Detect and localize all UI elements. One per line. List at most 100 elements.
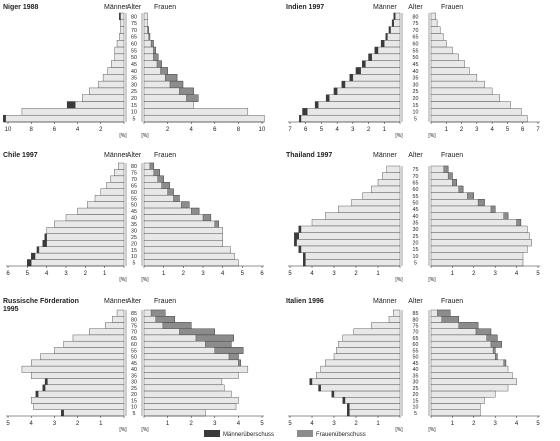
age-label: 65: [131, 336, 137, 342]
x-tick-label-left: 2: [99, 127, 103, 133]
bar-maenner-5: [303, 259, 401, 267]
x-tick-label-right: 1: [451, 421, 455, 427]
bar-maenner-80: [117, 162, 125, 170]
age-label: 70: [413, 174, 419, 180]
bar-maenner-65: [72, 334, 125, 342]
bar-maenner-65: [377, 179, 401, 187]
age-label: 50: [131, 355, 137, 361]
bar-frauen-30: [430, 225, 528, 233]
bar-maenner-15: [298, 245, 401, 253]
male-surplus-30: [44, 378, 48, 386]
age-label: 25: [413, 234, 419, 240]
age-label: 75: [413, 323, 419, 329]
age-label: 75: [413, 167, 419, 173]
x-tick-label-left: 5: [26, 271, 30, 277]
male-surplus-20: [331, 390, 335, 398]
age-label: 55: [131, 48, 137, 54]
age-label: 65: [413, 35, 419, 41]
unit-label-left: [%]: [119, 427, 127, 433]
male-surplus-20: [42, 240, 47, 247]
bar-frauen-50: [430, 53, 459, 61]
bar-frauen-15: [430, 245, 528, 253]
male-surplus-25: [42, 384, 46, 392]
age-label: 20: [413, 241, 419, 247]
x-tick-label-left: 3: [332, 421, 336, 427]
male-surplus-75: [391, 19, 394, 27]
bar-maenner-45: [31, 359, 125, 367]
bar-maenner-20: [35, 390, 125, 398]
female-surplus-65: [161, 182, 170, 189]
bar-maenner-30: [298, 225, 401, 233]
bar-frauen-20: [143, 240, 223, 247]
x-tick-label-left: 2: [84, 271, 88, 277]
male-surplus-30: [309, 378, 313, 386]
female-surplus-35: [214, 220, 219, 228]
bar-maenner-25: [44, 233, 125, 241]
age-label: 45: [413, 207, 419, 213]
x-tick-label-right: 5: [536, 421, 540, 427]
bar-maenner-15: [342, 397, 401, 404]
x-tick-label-left: 1: [376, 421, 380, 427]
age-label: 15: [131, 103, 137, 109]
x-tick-label-right: 4: [221, 271, 225, 277]
male-surplus-20: [325, 94, 330, 102]
female-surplus-35: [165, 74, 178, 82]
bar-frauen-10: [430, 108, 522, 116]
bar-frauen-15: [143, 397, 239, 404]
unit-label-left: [%]: [395, 277, 403, 283]
bar-frauen-35: [143, 372, 239, 379]
age-label: 35: [413, 373, 419, 379]
age-label: 30: [413, 227, 419, 233]
bar-maenner-35: [316, 372, 401, 379]
age-label: 45: [131, 62, 137, 68]
bar-maenner-55: [54, 347, 125, 354]
bar-maenner-85: [116, 309, 125, 317]
x-tick-label-right: 5: [241, 271, 245, 277]
x-tick-label-right: 5: [260, 421, 264, 427]
x-tick-label-left: 3: [332, 271, 336, 277]
panel-title: Russische Förderation: [3, 298, 79, 305]
age-label: 60: [131, 190, 137, 196]
male-surplus-60: [380, 40, 385, 48]
bar-maenner-25: [42, 384, 125, 392]
x-tick-label-right: 1: [162, 271, 166, 277]
bar-maenner-10: [33, 403, 125, 410]
bar-maenner-5: [3, 114, 125, 123]
age-label: 15: [413, 398, 419, 404]
x-tick-label-right: 5: [536, 271, 540, 277]
bar-maenner-30: [44, 378, 125, 386]
age-label: 5: [414, 411, 417, 417]
unit-label-right: [%]: [141, 277, 149, 283]
bar-frauen-35: [143, 220, 219, 228]
age-label: 75: [131, 171, 137, 177]
female-surplus-40: [503, 212, 509, 220]
legend-female-surplus-swatch: [297, 430, 313, 437]
bar-frauen-55: [430, 46, 453, 55]
bar-maenner-5: [299, 114, 401, 123]
header-frauen: Frauen: [154, 4, 176, 11]
unit-label-right: [%]: [141, 133, 149, 139]
bar-maenner-85: [393, 309, 401, 317]
bar-maenner-20: [331, 390, 401, 398]
age-label: 10: [131, 110, 137, 116]
x-tick-label-left: 5: [288, 271, 292, 277]
age-label: 85: [413, 311, 419, 317]
bar-maenner-50: [114, 53, 125, 61]
x-tick-label-right: 7: [536, 127, 540, 133]
age-label: 15: [413, 247, 419, 253]
age-label: 50: [413, 55, 419, 61]
male-surplus-40: [355, 67, 361, 75]
bar-frauen-40: [143, 365, 249, 373]
x-tick-label-right: 4: [515, 271, 519, 277]
panel-title: Indien 1997: [286, 4, 324, 11]
age-label: 55: [413, 348, 419, 354]
bar-maenner-55: [94, 194, 125, 202]
bar-maenner-75: [120, 19, 125, 27]
bar-maenner-80: [112, 316, 125, 323]
male-surplus-45: [362, 60, 366, 68]
bar-maenner-5: [27, 259, 125, 267]
bar-frauen-35: [430, 219, 522, 227]
male-surplus-5: [3, 114, 6, 123]
header-alter: Alter: [408, 298, 423, 305]
bar-maenner-20: [294, 239, 401, 247]
